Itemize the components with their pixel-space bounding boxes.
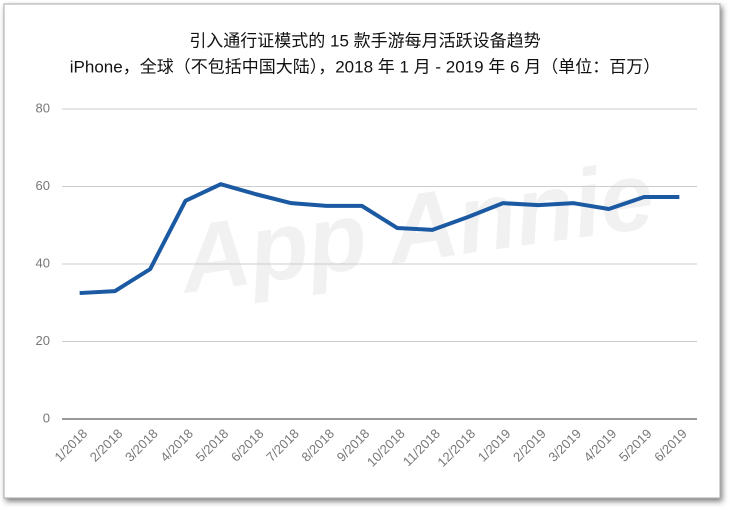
y-tick-label: 80 xyxy=(36,100,50,115)
card xyxy=(3,3,721,499)
chart-title: 引入通行证模式的 15 款手游每月活跃设备趋势 xyxy=(189,31,540,50)
y-tick-label: 40 xyxy=(36,255,50,270)
y-tick-label: 0 xyxy=(43,410,50,425)
line xyxy=(79,182,680,296)
y-tick-label: 60 xyxy=(36,178,50,193)
y-tick-label: 20 xyxy=(36,333,50,348)
chart-subtitle: iPhone，全球（不包括中国大陆），2018 年 1 月 - 2019 年 6… xyxy=(70,57,660,76)
